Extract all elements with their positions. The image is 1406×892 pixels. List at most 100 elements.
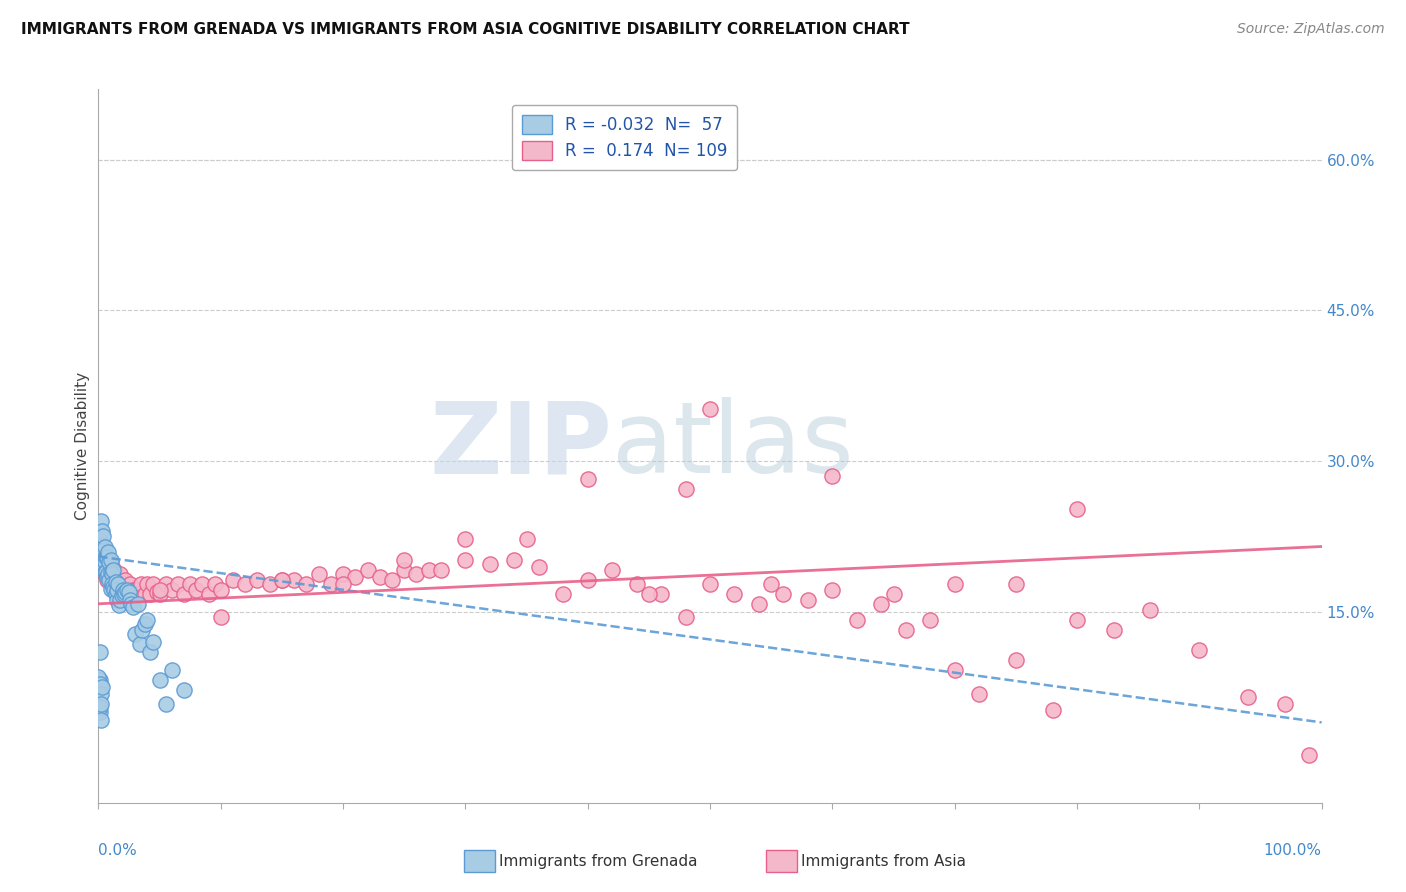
Point xyxy=(146,584,169,599)
Point xyxy=(105,573,128,587)
Text: Immigrants from Grenada: Immigrants from Grenada xyxy=(499,855,697,869)
Point xyxy=(98,566,121,581)
Point xyxy=(93,555,115,569)
Point xyxy=(1274,698,1296,712)
Point xyxy=(368,569,391,583)
Point xyxy=(381,573,404,587)
Point xyxy=(105,582,128,597)
Point xyxy=(943,663,966,677)
Point xyxy=(405,566,427,581)
Point xyxy=(204,576,226,591)
Point xyxy=(527,559,550,574)
Point xyxy=(270,573,294,587)
Point xyxy=(186,582,208,597)
Point xyxy=(90,698,112,712)
Point xyxy=(149,582,172,597)
Point xyxy=(111,582,134,597)
Y-axis label: Cognitive Disability: Cognitive Disability xyxy=(75,372,90,520)
Point xyxy=(121,599,143,614)
Point xyxy=(503,552,526,566)
Point xyxy=(107,576,129,591)
Point xyxy=(104,574,127,589)
Point xyxy=(111,576,134,591)
Point xyxy=(283,573,305,587)
Point xyxy=(91,559,114,574)
Point xyxy=(209,582,232,597)
Point xyxy=(90,544,112,558)
Point xyxy=(149,587,172,601)
Point xyxy=(1139,603,1161,617)
Point xyxy=(100,582,122,596)
Point xyxy=(259,576,281,591)
Point xyxy=(576,573,599,587)
Point xyxy=(1004,653,1026,667)
Point xyxy=(87,670,110,684)
Point xyxy=(626,576,648,591)
Point xyxy=(943,576,966,591)
Point xyxy=(553,587,575,601)
Point xyxy=(91,559,114,574)
Point xyxy=(91,555,114,569)
Point xyxy=(101,566,124,581)
Point xyxy=(149,673,172,688)
Point xyxy=(920,613,942,627)
Point xyxy=(675,482,697,496)
Point xyxy=(91,524,114,539)
Point xyxy=(638,587,661,601)
Point xyxy=(173,587,195,601)
Point xyxy=(96,573,118,587)
Point xyxy=(101,566,124,581)
Point xyxy=(308,566,330,581)
Point xyxy=(104,587,127,601)
Point xyxy=(96,569,118,583)
Point xyxy=(117,582,139,597)
Point xyxy=(1102,623,1125,637)
Point xyxy=(89,534,111,549)
Point xyxy=(100,552,122,566)
Text: Source: ZipAtlas.com: Source: ZipAtlas.com xyxy=(1237,22,1385,37)
Point xyxy=(89,559,111,574)
Point xyxy=(699,576,721,591)
Point xyxy=(233,576,256,591)
Point xyxy=(883,587,905,601)
Point xyxy=(94,565,117,579)
Point xyxy=(134,616,156,631)
Point xyxy=(127,587,149,601)
Point xyxy=(821,469,844,483)
Point xyxy=(101,563,124,577)
Point xyxy=(1066,613,1088,627)
Point xyxy=(103,582,125,597)
Point xyxy=(100,555,122,569)
Point xyxy=(967,687,990,701)
Point xyxy=(332,576,354,591)
Point xyxy=(191,576,214,591)
Point xyxy=(89,673,111,688)
Point xyxy=(93,566,115,581)
Point xyxy=(91,680,114,694)
Point xyxy=(108,598,131,612)
Text: IMMIGRANTS FROM GRENADA VS IMMIGRANTS FROM ASIA COGNITIVE DISABILITY CORRELATION: IMMIGRANTS FROM GRENADA VS IMMIGRANTS FR… xyxy=(21,22,910,37)
Point xyxy=(90,687,112,701)
Point xyxy=(1066,502,1088,516)
Point xyxy=(160,663,183,677)
Legend: R = -0.032  N=  57, R =  0.174  N= 109: R = -0.032 N= 57, R = 0.174 N= 109 xyxy=(512,104,737,169)
Point xyxy=(124,627,146,641)
Point xyxy=(121,582,143,597)
Point xyxy=(136,613,159,627)
Point xyxy=(91,540,114,554)
Point xyxy=(118,584,141,599)
Point xyxy=(129,637,152,651)
Point xyxy=(96,549,118,564)
Point xyxy=(94,549,117,564)
Point xyxy=(454,533,477,547)
Point xyxy=(155,698,177,712)
Point xyxy=(97,544,120,558)
Point xyxy=(160,582,183,597)
Point xyxy=(392,563,416,577)
Point xyxy=(173,683,195,698)
Point xyxy=(111,582,134,597)
Point xyxy=(1004,576,1026,591)
Point xyxy=(270,573,294,587)
Point xyxy=(111,588,134,602)
Point xyxy=(675,610,697,624)
